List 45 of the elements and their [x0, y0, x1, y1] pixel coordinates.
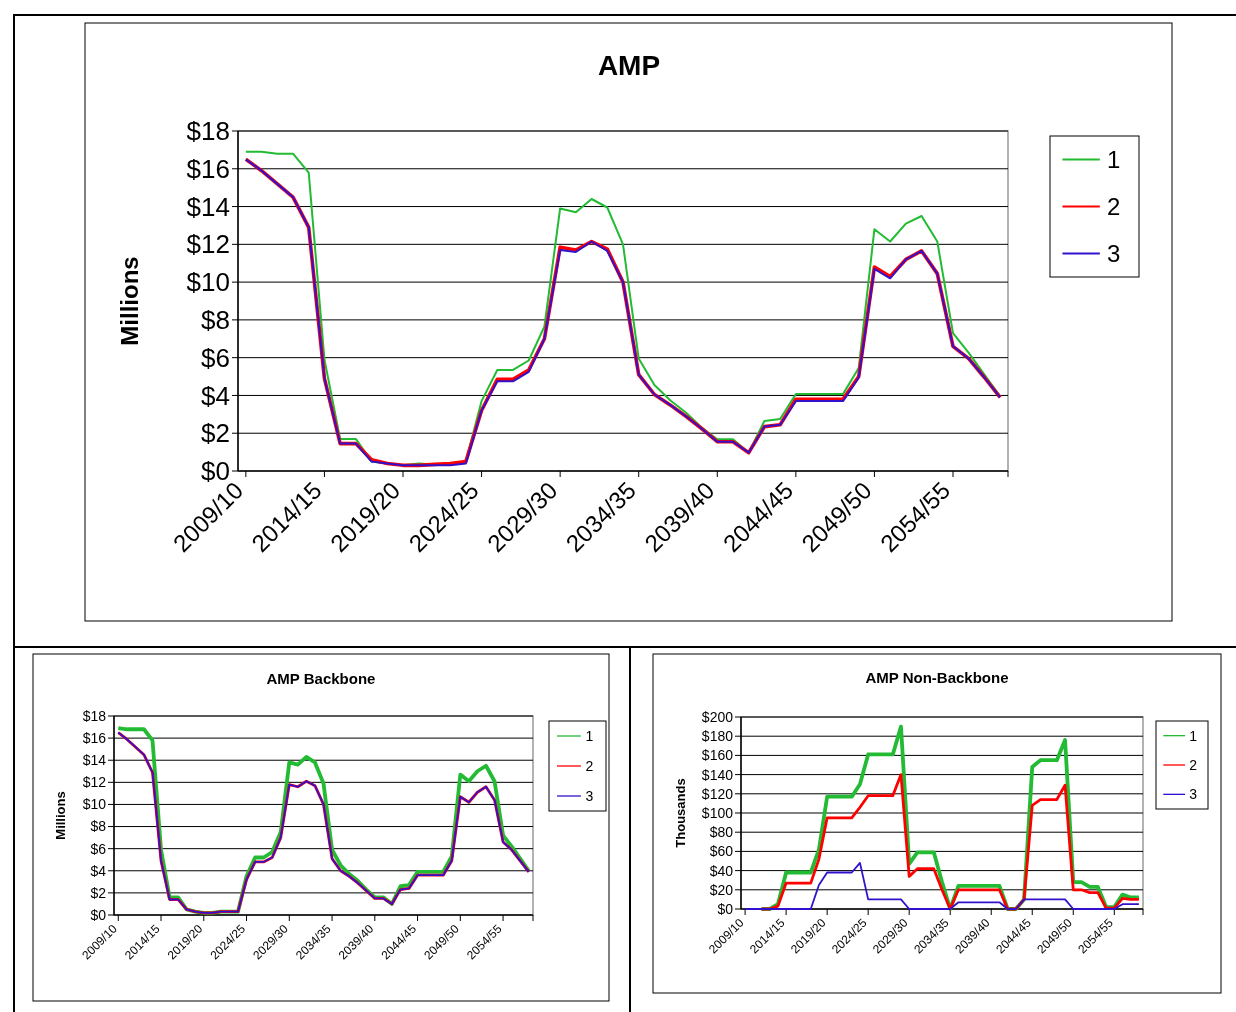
- y-tick-label: $16: [82, 730, 107, 747]
- y-axis-title: Millions: [52, 791, 68, 840]
- y-tick-label: $20: [709, 881, 734, 898]
- legend-label: 1: [1189, 727, 1198, 744]
- legend-label: 1: [585, 727, 594, 744]
- legend-label: 3: [585, 787, 594, 804]
- y-tick-label: $14: [186, 191, 230, 222]
- y-tick-label: $160: [701, 747, 734, 764]
- chart-title: AMP Backbone: [266, 670, 376, 687]
- y-tick-label: $10: [186, 267, 230, 298]
- y-tick-label: $6: [201, 342, 230, 373]
- y-tick-label: $4: [201, 380, 230, 411]
- y-tick-label: $14: [82, 752, 107, 769]
- y-tick-label: $10: [82, 796, 107, 813]
- legend-label: 2: [585, 757, 594, 774]
- y-tick-label: $8: [90, 818, 107, 835]
- y-tick-label: $12: [82, 774, 107, 791]
- y-tick-label: $18: [186, 116, 230, 147]
- y-tick-label: $4: [90, 862, 107, 879]
- y-tick-label: $2: [90, 884, 107, 901]
- y-axis-title: Millions: [116, 256, 144, 346]
- legend-label: 2: [1106, 192, 1121, 220]
- legend-label: 1: [1106, 145, 1121, 173]
- y-tick-label: $40: [709, 862, 734, 879]
- y-tick-label: $100: [701, 804, 734, 821]
- y-tick-label: $16: [186, 153, 230, 184]
- legend-label: 3: [1106, 239, 1121, 267]
- y-tick-label: $12: [186, 229, 230, 260]
- y-tick-label: $18: [82, 707, 107, 724]
- chart-title: AMP Non-Backbone: [865, 669, 1009, 686]
- y-tick-label: $180: [701, 728, 734, 745]
- y-axis-title: Thousands: [672, 778, 688, 848]
- y-tick-label: $60: [709, 843, 734, 860]
- y-tick-label: $0: [90, 906, 107, 923]
- legend-label: 3: [1189, 786, 1198, 803]
- y-tick-label: $8: [201, 304, 230, 335]
- y-tick-label: $80: [709, 824, 734, 841]
- y-tick-label: $6: [90, 840, 107, 857]
- chart-title: AMP: [597, 50, 661, 81]
- y-tick-label: $140: [701, 766, 734, 783]
- y-tick-label: $200: [701, 708, 734, 725]
- y-tick-label: $120: [701, 785, 734, 802]
- y-tick-label: $0: [717, 900, 734, 917]
- y-tick-label: $2: [201, 418, 230, 449]
- legend-label: 2: [1189, 756, 1198, 773]
